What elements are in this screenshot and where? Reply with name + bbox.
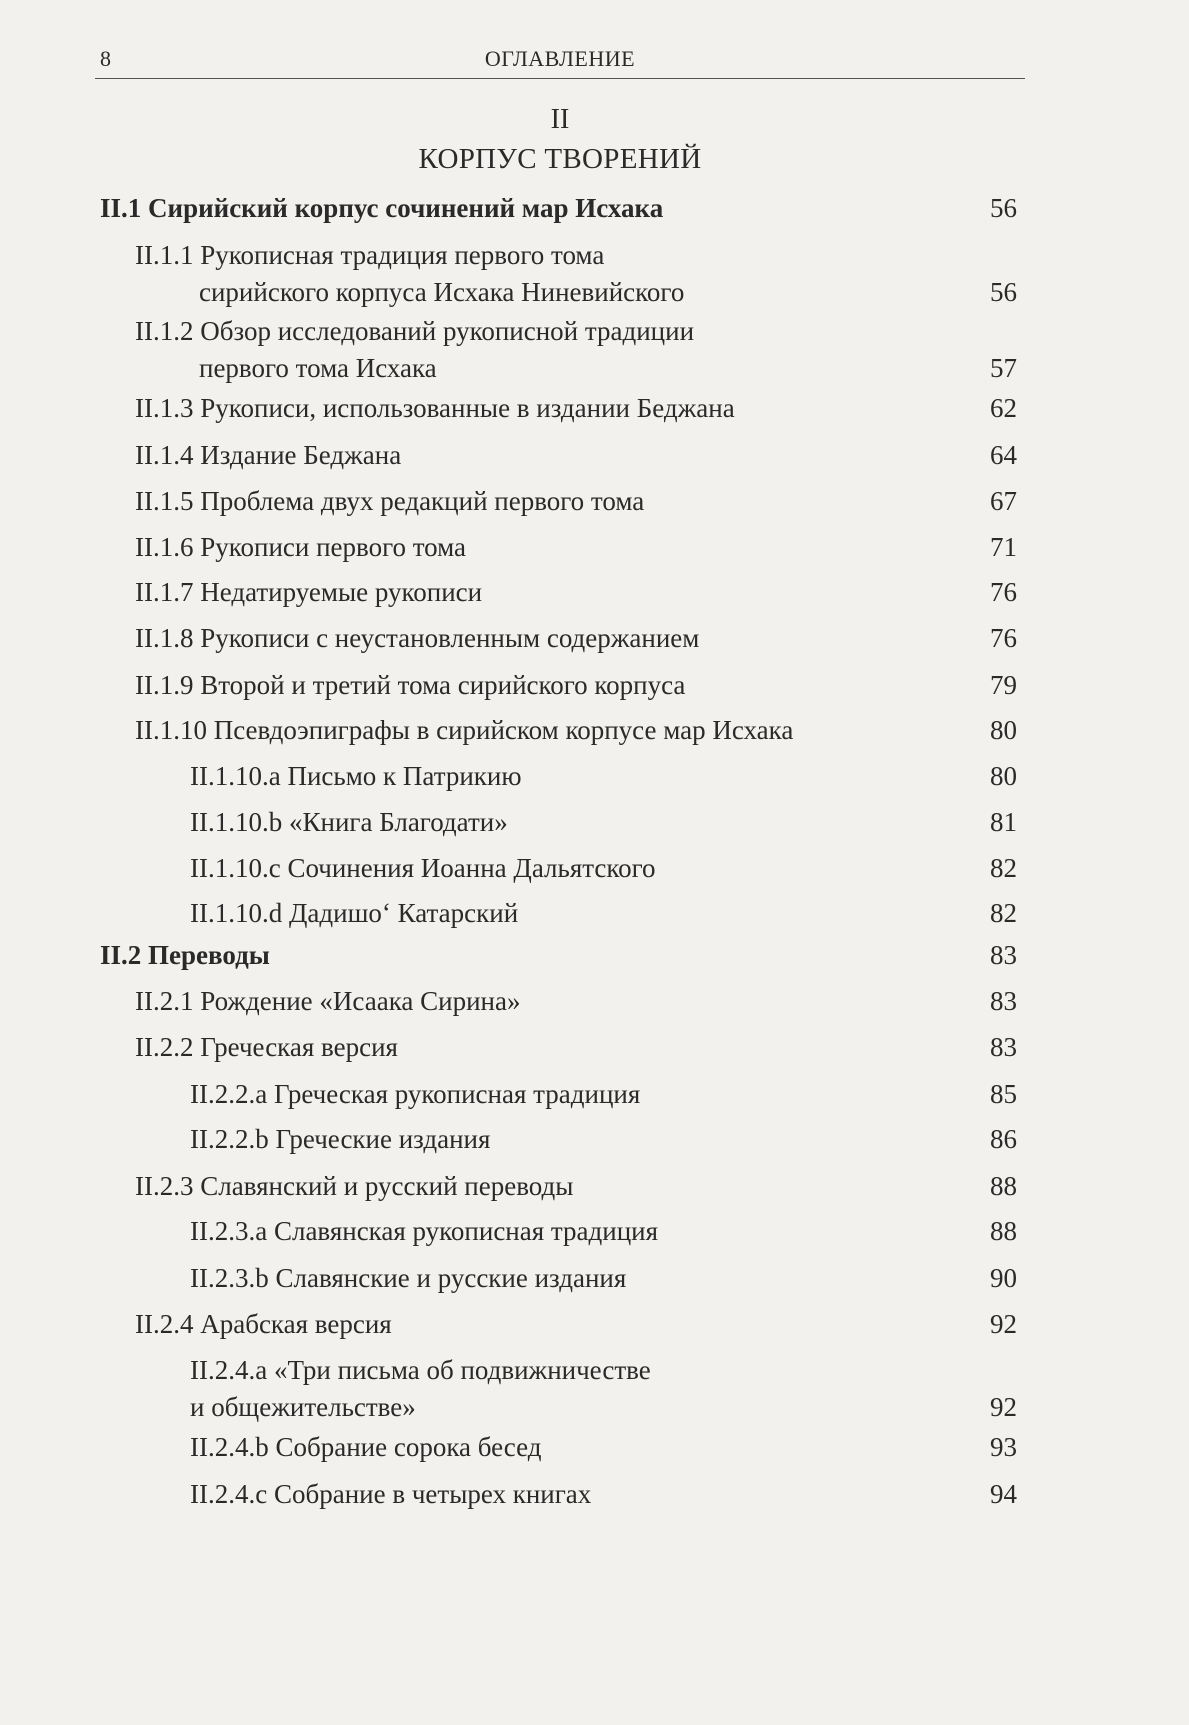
toc-page-number: 62 xyxy=(990,393,1017,423)
toc-entry: II.2.3.b Славянские и русские издания xyxy=(190,1260,626,1297)
toc-page-number: 83 xyxy=(990,986,1017,1016)
toc-page-number: 80 xyxy=(990,715,1017,745)
toc-entry: II.1.5 Проблема двух редакций первого то… xyxy=(135,483,644,520)
toc-entry: II.1 Сирийский корпус сочинений мар Исха… xyxy=(100,190,663,227)
toc-entry: II.2 Переводы xyxy=(100,937,270,974)
toc-entry: II.1.10.b «Книга Благодати» xyxy=(190,804,508,841)
toc-entry-title: II.2.3 Славянский и русский переводы xyxy=(135,1171,574,1201)
toc-entry-title: II.1.2 Обзор исследований рукописной тра… xyxy=(135,316,695,346)
toc-entry-title: II.1.10.a Письмо к Патрикию xyxy=(190,761,522,791)
toc-page-number: 92 xyxy=(990,1309,1017,1339)
toc-entry-title: II.2.4.b Собрание сорока бесед xyxy=(190,1432,542,1462)
toc-page-number: 76 xyxy=(990,623,1017,653)
toc-page-number: 56 xyxy=(990,193,1017,223)
toc-page-number: 90 xyxy=(990,1263,1017,1293)
toc-page-number: 56 xyxy=(990,277,1017,307)
toc-page-number: 64 xyxy=(990,440,1017,470)
toc-entry: II.2.2.a Греческая рукописная традиция xyxy=(190,1076,640,1113)
header-rule xyxy=(95,78,1025,79)
toc-entry: II.1.3 Рукописи, использованные в издани… xyxy=(135,390,735,427)
part-title: КОРПУС ТВОРЕНИЙ xyxy=(418,143,702,175)
toc-entry-title: II.2.3.b Славянские и русские издания xyxy=(190,1263,627,1293)
page-number: 8 xyxy=(100,46,111,71)
toc-entry-title: II.1.8 Рукописи с неустановленным содерж… xyxy=(135,623,700,653)
toc-entry: II.2.3.a Славянская рукописная традиция xyxy=(190,1213,658,1250)
toc-entry-title: II.2.4.c Собрание в четырех книгах xyxy=(190,1479,592,1509)
toc-entry-title: II.2.3.a Славянская рукописная традиция xyxy=(190,1216,659,1246)
toc-entry-title: II.1.10.d Дадишо‘ Катарский xyxy=(190,898,519,928)
toc-entry-title: II.2.2 Греческая версия xyxy=(135,1032,398,1062)
toc-entry-title: II.1.9 Второй и третий тома сирийского к… xyxy=(135,670,686,700)
toc-entry-title: и общежительстве» xyxy=(190,1392,416,1422)
toc-page-number: 85 xyxy=(990,1079,1017,1109)
toc-page-number: 86 xyxy=(990,1124,1017,1154)
toc-entry: II.2.2 Греческая версия xyxy=(135,1029,398,1066)
toc-entry-title: первого тома Исхака xyxy=(199,353,437,383)
toc-entry: II.1.10 Псевдоэпиграфы в сирийском корпу… xyxy=(135,712,793,749)
toc-entry: II.1.7 Недатируемые рукописи xyxy=(135,574,482,611)
toc-entry: II.2.4 Арабская версия xyxy=(135,1306,392,1343)
toc-entry: II.1.10.a Письмо к Патрикию xyxy=(190,758,522,795)
toc-entry-title: II.2.4.a «Три письма об подвижничестве xyxy=(190,1355,651,1385)
toc-entry-title: II.1.7 Недатируемые рукописи xyxy=(135,577,483,607)
toc-entry: II.1.10.d Дадишо‘ Катарский xyxy=(190,895,518,932)
toc-entry-title: II.1.1 Рукописная традиция первого тома xyxy=(135,240,605,270)
toc-page-number: 88 xyxy=(990,1216,1017,1246)
toc-page-number: 88 xyxy=(990,1171,1017,1201)
toc-page-number: 82 xyxy=(990,853,1017,883)
toc-entry-title: II.1.10.b «Книга Благодати» xyxy=(190,807,508,837)
toc-entry-title: II.2.1 Рождение «Исаака Сирина» xyxy=(135,986,521,1016)
toc-entry-title: II.2.4 Арабская версия xyxy=(135,1309,392,1339)
toc-entry: II.1.9 Второй и третий тома сирийского к… xyxy=(135,667,685,704)
toc-page-number: 82 xyxy=(990,898,1017,928)
toc-page-number: 83 xyxy=(990,1032,1017,1062)
toc-entry: II.1.1 Рукописная традиция первого тома с… xyxy=(135,237,684,311)
toc-entry-title: II.1.5 Проблема двух редакций первого то… xyxy=(135,486,645,516)
toc-entry: II.2.4.b Собрание сорока бесед xyxy=(190,1429,542,1466)
toc-page-number: 71 xyxy=(990,532,1017,562)
toc-entry: II.2.4.c Собрание в четырех книгах xyxy=(190,1476,591,1513)
toc-page-number: 80 xyxy=(990,761,1017,791)
toc-entry-title: II.2.2.b Греческие издания xyxy=(190,1124,491,1154)
toc-entry-title: II.2 Переводы xyxy=(100,940,270,970)
toc-entry: II.2.1 Рождение «Исаака Сирина» xyxy=(135,983,520,1020)
toc-page-number: 83 xyxy=(990,940,1017,970)
toc-entry: II.1.4 Издание Беджана xyxy=(135,437,401,474)
toc-entry-title: II.1 Сирийский корпус сочинений мар Исха… xyxy=(100,193,664,223)
toc-page-number: 57 xyxy=(990,353,1017,383)
toc-page-number: 81 xyxy=(990,807,1017,837)
toc-entry: II.1.8 Рукописи с неустановленным содерж… xyxy=(135,620,699,657)
toc-entry-title: II.1.10.c Сочинения Иоанна Дальятского xyxy=(190,853,656,883)
toc-page-number: 67 xyxy=(990,486,1017,516)
toc-page-number: 93 xyxy=(990,1432,1017,1462)
toc-entry: II.2.3 Славянский и русский переводы xyxy=(135,1168,573,1205)
toc-entry: II.2.2.b Греческие издания xyxy=(190,1121,490,1158)
part-number: II xyxy=(550,104,570,135)
toc-page-number: 76 xyxy=(990,577,1017,607)
toc-page-number: 94 xyxy=(990,1479,1017,1509)
toc-entry: II.1.10.c Сочинения Иоанна Дальятского xyxy=(190,850,656,887)
toc-entry-title: II.1.3 Рукописи, использованные в издани… xyxy=(135,393,735,423)
toc-entry-title: II.1.6 Рукописи первого тома xyxy=(135,532,467,562)
running-head: ОГЛАВЛЕНИЕ xyxy=(484,46,636,71)
toc-entry: II.1.6 Рукописи первого тома xyxy=(135,529,466,566)
toc-entry-title: II.2.2.a Греческая рукописная традиция xyxy=(190,1079,641,1109)
toc-entry-title: сирийского корпуса Исхака Ниневийского xyxy=(199,277,685,307)
toc-entry: II.2.4.a «Три письма об подвижничестве и … xyxy=(190,1352,651,1426)
toc-page-number: 79 xyxy=(990,670,1017,700)
toc-entry-title: II.1.4 Издание Беджана xyxy=(135,440,402,470)
toc-entry: II.1.2 Обзор исследований рукописной тра… xyxy=(135,313,694,387)
toc-entry-title: II.1.10 Псевдоэпиграфы в сирийском корпу… xyxy=(135,715,794,745)
toc-page-number: 92 xyxy=(990,1392,1017,1422)
